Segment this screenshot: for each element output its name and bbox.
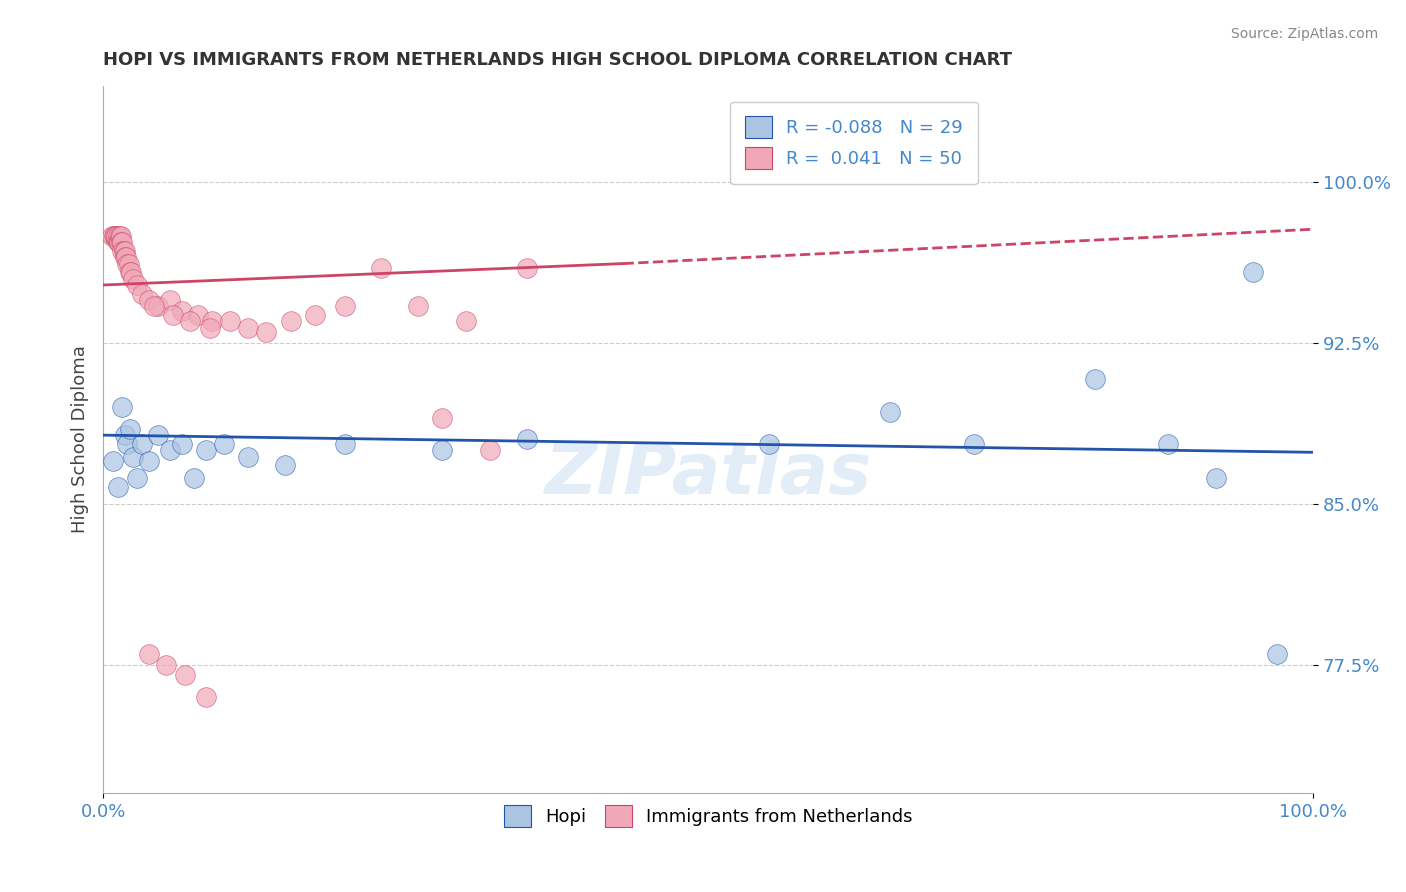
Point [125, 471, 148, 485]
Point [333, 300, 356, 314]
Point [201, 314, 224, 328]
Point [516, 433, 538, 447]
Point [117, 256, 139, 270]
Point [115, 250, 138, 264]
Point [256, 325, 278, 339]
Point [1265, 647, 1288, 661]
Point [304, 308, 326, 322]
Point [110, 228, 132, 243]
Point [118, 265, 141, 279]
Point [108, 235, 131, 249]
Point [138, 293, 160, 307]
Point [103, 228, 125, 243]
Point [159, 443, 181, 458]
Point [122, 271, 145, 285]
Point [174, 668, 197, 682]
Point [105, 228, 128, 243]
Point [273, 458, 295, 472]
Point [101, 454, 124, 468]
Point [183, 471, 205, 485]
Point [198, 321, 221, 335]
Point [117, 256, 139, 270]
Point [110, 235, 132, 249]
Point [104, 228, 127, 243]
Point [120, 265, 142, 279]
Point [107, 228, 129, 243]
Point [114, 244, 136, 258]
Point [108, 235, 131, 249]
Point [125, 278, 148, 293]
Point [155, 657, 177, 672]
Text: Source: ZipAtlas.com: Source: ZipAtlas.com [1230, 27, 1378, 41]
Point [142, 300, 165, 314]
Y-axis label: High School Diploma: High School Diploma [72, 345, 89, 533]
Point [118, 422, 141, 436]
Point [100, 228, 122, 243]
Point [122, 450, 145, 464]
Point [333, 436, 356, 450]
Point [117, 436, 139, 450]
Point [159, 293, 181, 307]
Point [131, 286, 153, 301]
Point [219, 314, 242, 328]
Point [114, 428, 136, 442]
Point [138, 647, 160, 661]
Point [111, 401, 134, 415]
Point [238, 450, 260, 464]
Text: HOPI VS IMMIGRANTS FROM NETHERLANDS HIGH SCHOOL DIPLOMA CORRELATION CHART: HOPI VS IMMIGRANTS FROM NETHERLANDS HIGH… [103, 51, 1012, 69]
Point [430, 443, 453, 458]
Point [162, 308, 184, 322]
Legend: Hopi, Immigrants from Netherlands: Hopi, Immigrants from Netherlands [496, 797, 920, 834]
Point [879, 404, 901, 418]
Point [111, 244, 134, 258]
Point [131, 436, 153, 450]
Point [1241, 265, 1264, 279]
Point [146, 300, 169, 314]
Point [107, 235, 129, 249]
Point [963, 436, 986, 450]
Point [112, 244, 135, 258]
Point [195, 690, 218, 704]
Point [1205, 471, 1227, 485]
Point [516, 260, 538, 275]
Point [406, 300, 429, 314]
Point [138, 454, 160, 468]
Point [238, 321, 260, 335]
Point [1084, 372, 1107, 386]
Point [1157, 436, 1180, 450]
Point [111, 235, 134, 249]
Point [179, 314, 201, 328]
Point [195, 443, 218, 458]
Point [170, 303, 193, 318]
Point [212, 436, 235, 450]
Point [430, 411, 453, 425]
Point [479, 443, 502, 458]
Point [146, 428, 169, 442]
Point [370, 260, 392, 275]
Point [170, 436, 193, 450]
Point [107, 480, 129, 494]
Point [186, 308, 208, 322]
Point [108, 228, 131, 243]
Point [114, 250, 136, 264]
Point [280, 314, 302, 328]
Point [758, 436, 780, 450]
Point [456, 314, 478, 328]
Text: ZIPatlas: ZIPatlas [544, 441, 872, 509]
